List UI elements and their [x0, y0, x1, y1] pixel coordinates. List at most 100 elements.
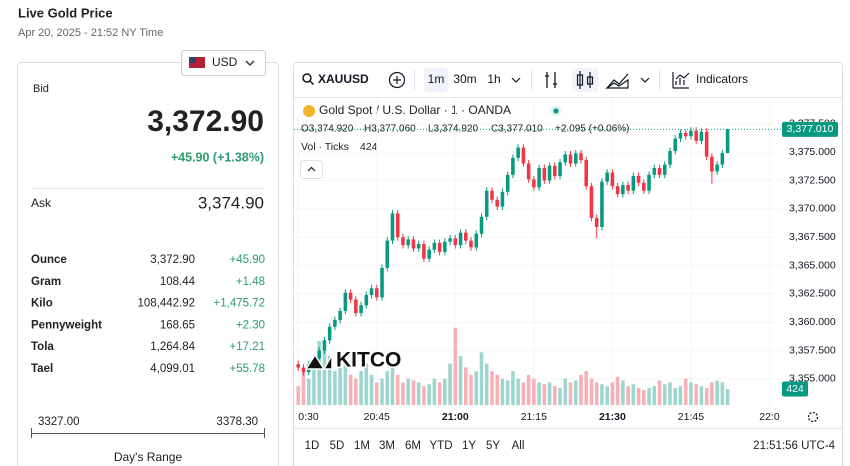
style-selected: [572, 68, 598, 92]
candle-body: [390, 213, 395, 241]
last-price-label: 3,377.010: [787, 123, 834, 135]
range-button[interactable]: 1M: [354, 440, 370, 452]
range-button[interactable]: 1Y: [462, 440, 476, 452]
candle-body: [532, 179, 536, 188]
interval[interactable]: 30m: [453, 72, 476, 86]
bar-style-icon[interactable]: [545, 72, 557, 88]
candle-body: [380, 267, 384, 298]
range-button[interactable]: 5Y: [486, 440, 500, 452]
interval[interactable]: 1h: [487, 72, 500, 86]
candle-body: [422, 243, 426, 259]
y-tick-label: 3,370.000: [789, 203, 836, 215]
range-button[interactable]: 1D: [305, 440, 320, 452]
volume-bar: [500, 378, 505, 405]
range-button[interactable]: YTD: [430, 440, 453, 452]
candle-body: [479, 216, 484, 234]
watermark: KITCO: [304, 347, 403, 373]
volume-bar: [469, 374, 473, 405]
volume-bar: [443, 378, 447, 405]
candle-body: [563, 154, 568, 163]
volume-bar: [317, 340, 321, 405]
volume-bar: [406, 378, 410, 405]
symbol-search[interactable]: XAUUSD: [302, 72, 369, 86]
candle-body: [406, 239, 410, 246]
interval[interactable]: 1m: [428, 72, 445, 86]
y-tick-label: 3,365.000: [789, 259, 836, 271]
candle-body: [511, 157, 515, 175]
volume-bar: [615, 376, 620, 405]
unit-name: Gram: [31, 276, 61, 288]
range-button[interactable]: 5D: [330, 440, 345, 452]
volume-bar: [490, 371, 494, 405]
last-volume-label: 424: [786, 383, 804, 395]
volume-bar: [495, 374, 499, 405]
candle-body: [694, 130, 698, 141]
currency-button[interactable]: [181, 50, 266, 76]
volume-bar: [699, 386, 704, 405]
volume-bar: [725, 389, 730, 405]
candle-body: [699, 131, 704, 141]
unit-change: +55.78: [230, 363, 266, 375]
unit-name: Tola: [31, 341, 54, 353]
candle-body: [652, 168, 657, 175]
volume-bar: [432, 378, 437, 405]
indicators-icon[interactable]: [672, 72, 690, 89]
watermark-text: KITCO: [336, 349, 401, 372]
unit-change: +1,475.72: [214, 298, 265, 310]
range-label: Day's Range: [114, 450, 183, 464]
candle-body: [364, 295, 369, 306]
candle-body: [662, 164, 667, 175]
currency-label: USD: [212, 55, 238, 69]
volume-bar: [474, 371, 479, 405]
page-title: Live Gold Price: [18, 5, 113, 20]
plus-circle[interactable]: [388, 71, 406, 89]
volume-bar: [338, 367, 342, 405]
area-style-icon[interactable]: [605, 73, 629, 89]
unit-price: 1,264.84: [150, 341, 195, 353]
unit-name: Tael: [31, 363, 53, 375]
ask-label: Ask: [31, 196, 52, 210]
candle-body: [359, 305, 363, 314]
volume-bar: [312, 363, 316, 405]
candle-body: [715, 164, 719, 172]
volume-bar: [306, 378, 311, 405]
indicators-button[interactable]: Indicators: [696, 72, 748, 86]
candle-body: [542, 168, 547, 181]
unit-name: Ounce: [31, 254, 67, 266]
candle-body: [579, 153, 583, 161]
x-tick-label: 0:30: [298, 411, 319, 423]
flag-canton: [189, 57, 196, 63]
candle-body: [296, 364, 301, 368]
chevron: [245, 60, 255, 66]
volume-bar: [516, 378, 520, 405]
watermark-logo: [304, 352, 333, 371]
unit-change: +2.30: [236, 319, 265, 331]
range-button[interactable]: 6M: [405, 440, 421, 452]
volume-bar: [626, 386, 630, 405]
candle-body: [411, 239, 416, 249]
compare-button[interactable]: [388, 71, 406, 89]
ohlc-legend: +2.095 (+0.06%): [555, 124, 630, 135]
candle-body: [427, 249, 431, 259]
unit-change: +1.48: [236, 276, 265, 288]
candle-body: [516, 147, 520, 158]
range-button[interactable]: All: [512, 440, 525, 452]
volume-bar: [348, 374, 353, 405]
settings-icon[interactable]: [807, 411, 819, 423]
candle-body: [720, 153, 725, 165]
style-menu[interactable]: [640, 77, 650, 83]
interval-menu[interactable]: [511, 77, 521, 83]
range-button[interactable]: 3M: [379, 440, 395, 452]
candle-body: [537, 168, 541, 188]
candle-body: [469, 240, 473, 248]
volume-bar: [511, 371, 515, 405]
collapse-legend[interactable]: [300, 160, 323, 179]
symbol[interactable]: XAUUSD: [318, 72, 369, 86]
currency-select[interactable]: USD: [181, 50, 266, 76]
candle-body: [547, 165, 552, 181]
volume-bar: [411, 380, 416, 405]
plot: 3,377.5003,375.0003,372.5003,370.0003,36…: [294, 100, 838, 423]
candle-style-icon[interactable]: [576, 71, 594, 89]
candle-body: [710, 156, 714, 172]
volume-bar: [364, 363, 369, 405]
